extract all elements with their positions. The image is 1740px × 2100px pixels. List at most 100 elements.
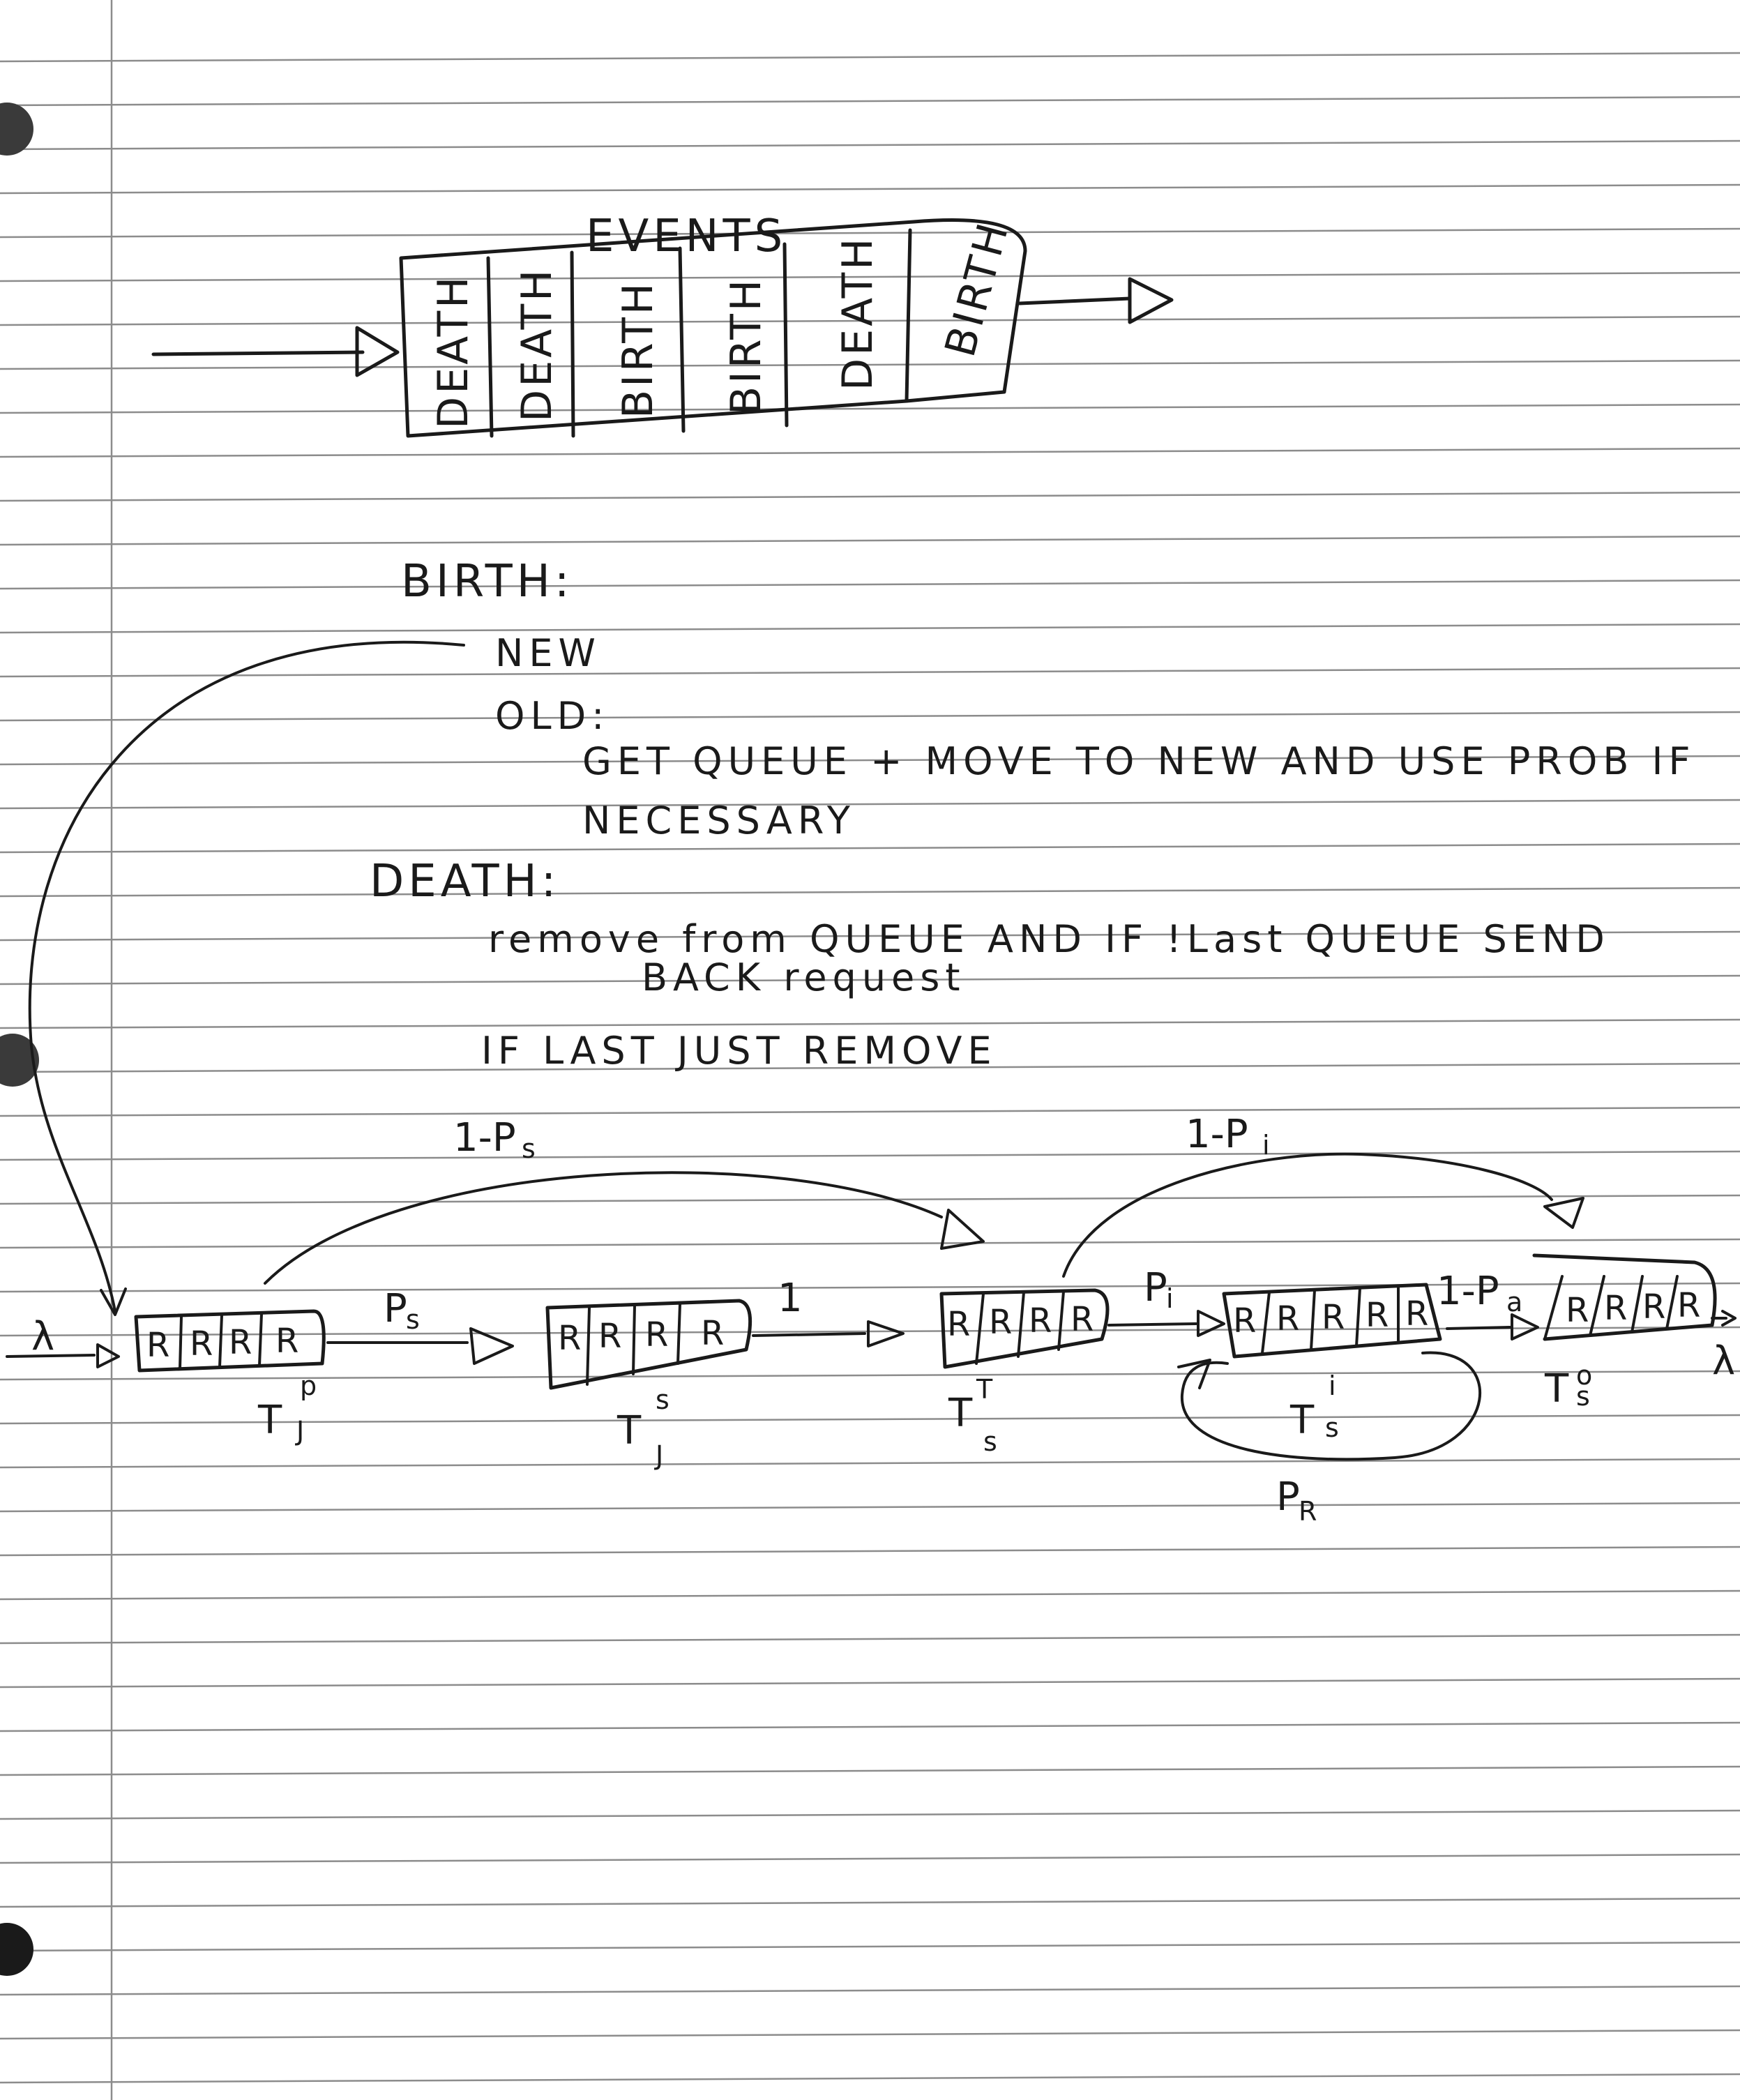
feedback-loop	[1180, 1351, 1481, 1461]
events-divider	[905, 228, 912, 403]
output-arrowhead	[1721, 1310, 1737, 1327]
queue-network-diagram: λ R R R R T p J P s R R	[6, 1112, 1737, 1527]
queue-cell-divider	[1261, 1291, 1271, 1354]
new-to-network-arrowhead	[100, 1287, 127, 1316]
queue-cell-label: R	[1071, 1300, 1094, 1339]
ruled-line	[0, 227, 1740, 239]
edge-q4-q5	[1446, 1326, 1511, 1330]
ruled-line	[0, 1765, 1740, 1776]
queue-5-sup: o	[1576, 1360, 1592, 1391]
ruled-line	[0, 886, 1740, 898]
events-divider	[678, 246, 686, 433]
ruled-line	[0, 1897, 1740, 1908]
ruled-line	[0, 1721, 1740, 1732]
edge-q3-q4	[1107, 1322, 1197, 1327]
birth-old-line2: NECESSARY	[582, 799, 856, 843]
queue-cell-label: R	[701, 1314, 724, 1353]
death-line3: IF LAST JUST REMOVE	[481, 1029, 997, 1073]
edge-q3-q4-label: P	[1144, 1265, 1167, 1310]
ruled-line	[0, 843, 1740, 854]
death-line1: remove from QUEUE AND IF !Last QUEUE SEN…	[488, 917, 1610, 961]
queue-cell-label: R	[558, 1319, 581, 1358]
ruled-line	[0, 1194, 1740, 1205]
queue-cell-label: R	[1029, 1301, 1052, 1340]
queue-cell-label: R	[1642, 1287, 1665, 1327]
birth-heading: BIRTH:	[401, 556, 573, 607]
events-cell: DEATH	[833, 236, 882, 391]
ruled-line	[0, 1370, 1740, 1381]
queue-3-label: T	[948, 1391, 973, 1436]
queue-cell-label: R	[190, 1324, 213, 1364]
ruled-line	[0, 491, 1740, 502]
queue-3-sup: T	[976, 1374, 993, 1405]
ruled-line	[0, 1282, 1740, 1293]
ruled-line	[0, 667, 1740, 678]
queue-5-label: T	[1544, 1366, 1569, 1412]
queue-cell-label: R	[1365, 1296, 1389, 1335]
birth-old-line1: GET QUEUE + MOVE TO NEW AND USE PROB IF	[582, 739, 1696, 783]
ruled-line	[0, 974, 1740, 985]
bypass-1-sub: s	[522, 1133, 536, 1164]
binder-hole-bottom	[0, 1923, 33, 1976]
input-arrow	[6, 1354, 96, 1358]
events-queue-diagram: EVENTS DEATH DEATH BIRTH BIRTH DEATH BIR…	[151, 211, 1174, 438]
queue-2: R R R R T s J	[545, 1299, 752, 1471]
queue-cell-label: R	[1322, 1298, 1345, 1337]
queue-1-sub: J	[295, 1416, 304, 1446]
ruled-line	[0, 1238, 1740, 1249]
queue-cell-label: R	[229, 1323, 252, 1362]
queue-1: R R R R T p J	[134, 1309, 326, 1446]
events-cell: BIRTH	[722, 277, 771, 415]
ruled-line	[0, 930, 1740, 942]
queue-cell-label: R	[1233, 1301, 1256, 1340]
edge-q4-q5-label: 1-P	[1437, 1269, 1499, 1314]
queue-1-sup: p	[300, 1370, 317, 1401]
ruled-lines	[0, 52, 1740, 2084]
queue-cell-divider	[1589, 1275, 1605, 1337]
ruled-line	[0, 1633, 1740, 1645]
input-arrowhead	[96, 1343, 120, 1368]
binder-hole-middle	[0, 1034, 39, 1087]
events-input-arrow	[151, 350, 365, 356]
queue-cell-label: R	[1276, 1299, 1299, 1338]
queue-5-body	[1532, 1253, 1717, 1341]
edge-q2-q3-arrowhead	[867, 1320, 905, 1347]
bypass-2-sub: i	[1262, 1130, 1270, 1161]
ruled-line	[0, 1546, 1740, 1557]
queue-cell-label: R	[1604, 1289, 1627, 1328]
bypass-2-arrowhead	[1543, 1197, 1584, 1229]
queue-cell-divider	[1631, 1275, 1644, 1334]
edge-q2-q3	[752, 1332, 866, 1337]
queue-4: R R R R R T i s P R	[1177, 1283, 1481, 1527]
ruled-line	[0, 755, 1740, 766]
ruled-line	[0, 447, 1740, 458]
ruled-line	[0, 1677, 1740, 1689]
edge-q4-q5-arrowhead	[1511, 1313, 1539, 1340]
events-cell: DEATH	[429, 274, 478, 429]
queue-4-label: T	[1289, 1398, 1315, 1443]
queue-cell-divider	[1355, 1287, 1361, 1347]
queue-cell-label: R	[598, 1317, 621, 1356]
bypass-1	[264, 1171, 943, 1285]
ruled-line	[0, 359, 1740, 370]
queue-cell-divider	[179, 1315, 183, 1370]
edge-q1-q2-arrowhead	[469, 1327, 514, 1365]
birth-old: OLD:	[495, 694, 610, 738]
ruled-line	[0, 139, 1740, 151]
events-output-arrowhead	[1128, 277, 1174, 324]
queue-cell-divider	[1017, 1291, 1025, 1358]
events-cell: DEATH	[513, 267, 561, 422]
ruled-line	[0, 1809, 1740, 1820]
ruled-line	[0, 1458, 1740, 1469]
ruled-line	[0, 1853, 1740, 1864]
queue-1-label: T	[257, 1398, 282, 1443]
queue-cell-divider	[258, 1313, 263, 1367]
events-divider	[486, 256, 494, 438]
feedback-loop-arrowhead	[1177, 1359, 1211, 1389]
ruled-line	[0, 799, 1740, 810]
ruled-line	[0, 271, 1740, 282]
binder-hole-top	[0, 103, 33, 156]
ruled-line	[0, 711, 1740, 722]
edge-q1-q2-sub: s	[406, 1304, 420, 1335]
events-divider	[782, 242, 789, 428]
